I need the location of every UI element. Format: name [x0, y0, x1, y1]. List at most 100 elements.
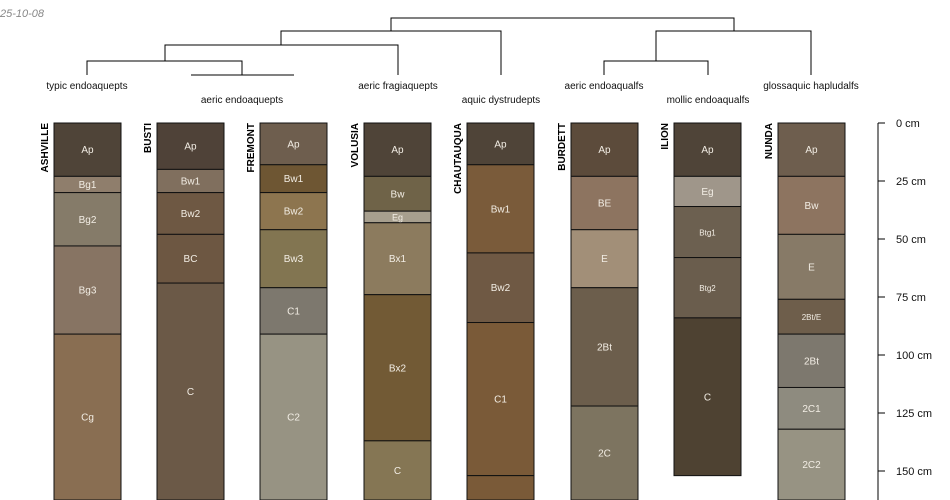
- soil-profile: Ap Bw E 2Bt/E 2Bt 2C1 2C2 NUNDA: [764, 122, 846, 500]
- horizon-block: [363, 222, 432, 296]
- horizon-label: Ap: [598, 145, 611, 156]
- horizon-block: [466, 122, 535, 166]
- horizon-label: Eg: [701, 187, 713, 198]
- horizon-label: 2C1: [802, 404, 821, 415]
- horizon-block: [673, 317, 742, 477]
- horizon-block: [570, 287, 639, 407]
- soil-profiles: Ap Bg1 Bg2 Bg3 Cg ASHVILLE Ap Bw1 Bw2 BC C BUSTI Ap B…: [40, 122, 846, 500]
- horizon: C: [363, 440, 432, 500]
- horizon-block: [570, 122, 639, 177]
- horizon: 2Bt: [777, 333, 846, 388]
- taxon-label: aquic dystrudepts: [462, 95, 540, 106]
- horizon-label: Bg1: [79, 180, 97, 191]
- horizon: Ap: [673, 122, 742, 177]
- horizon-label: Bw: [391, 189, 406, 200]
- axis-tick-label: 150 cm: [896, 466, 932, 478]
- horizon: C1: [259, 287, 328, 335]
- horizon-block: [570, 229, 639, 289]
- horizon: Bw1: [259, 164, 328, 194]
- horizon-label: Ap: [287, 139, 300, 150]
- depth-axis: 0 cm 25 cm 50 cm 75 cm 100 cm 125 cm 150 cm: [877, 118, 932, 500]
- horizon-label: 2Bt: [597, 342, 612, 353]
- horizon-label: Bw1: [491, 204, 511, 215]
- taxa-labels: typic endoaquepts aeric endoaquepts aeric …: [46, 81, 858, 106]
- soil-profile: Ap Bw Eg Bx1 Bx2 C VOLUSIA: [350, 122, 432, 500]
- horizon-block: [570, 175, 639, 231]
- taxon-label: aeric fragiaquepts: [358, 81, 438, 92]
- horizon-block: [259, 164, 328, 194]
- soil-profile: Ap Bw1 Bw2 C1 CHAUTAUQUA: [453, 122, 535, 500]
- horizon: Ap: [156, 122, 225, 170]
- horizon-block: [259, 333, 328, 500]
- dendrogram-aqualfs: [603, 60, 709, 75]
- horizon-block: [466, 322, 535, 477]
- horizon-label: Btg1: [699, 229, 716, 238]
- horizon-label: Ap: [391, 145, 404, 156]
- dendrogram-left-clade: [280, 30, 502, 75]
- horizon-block: [777, 333, 846, 388]
- axis-tick-label: 75 cm: [896, 292, 926, 304]
- horizon-label: C: [704, 392, 711, 403]
- horizon: Bg2: [53, 192, 122, 247]
- horizon-block: [156, 122, 225, 170]
- horizon: BE: [570, 175, 639, 231]
- horizon: Bw: [777, 175, 846, 235]
- horizon-label: Bw2: [491, 283, 511, 294]
- horizon-label: Bx2: [389, 363, 407, 374]
- horizon-label: Bw3: [284, 254, 304, 265]
- soil-profile: Ap Bw1 Bw2 BC C BUSTI: [143, 122, 225, 500]
- horizon-label: Bw2: [181, 209, 201, 220]
- horizon-block: [259, 287, 328, 335]
- horizon-label: C1: [287, 306, 300, 317]
- horizon-label: Bg2: [79, 215, 97, 226]
- dendrogram-right-clade: [655, 30, 812, 75]
- horizon-label: Bw: [805, 201, 820, 212]
- horizon-label: Bw1: [181, 177, 201, 188]
- horizon: 2Bt: [570, 287, 639, 407]
- taxon-label: aeric endoaqualfs: [565, 81, 644, 92]
- horizon-block: [259, 192, 328, 231]
- horizon-label: C: [187, 387, 194, 398]
- horizon-label: Btg2: [699, 284, 716, 293]
- taxon-label: mollic endoaqualfs: [667, 95, 750, 106]
- horizon-block: [156, 233, 225, 284]
- horizon-label: E: [808, 262, 815, 273]
- date-label: 25-10-08: [0, 8, 45, 20]
- horizon: Ap: [53, 122, 122, 177]
- horizon-block: [466, 252, 535, 324]
- horizon-label: 2Bt: [804, 356, 819, 367]
- horizon: Bx1: [363, 222, 432, 296]
- dendrogram-aquepts: [86, 60, 243, 75]
- horizon: 2C2: [777, 428, 846, 500]
- horizon-block: [777, 122, 846, 177]
- profile-name: FREMONT: [246, 123, 257, 172]
- horizon-block: [777, 386, 846, 430]
- dendrogram-left-subclade: [164, 44, 399, 75]
- axis-tick-label: 0 cm: [896, 118, 920, 130]
- horizon: Ap: [363, 122, 432, 177]
- horizon-label: Ap: [184, 142, 197, 153]
- horizon-label: 2C2: [802, 460, 821, 471]
- profile-name: ASHVILLE: [40, 123, 51, 173]
- soil-profile: Ap Bw1 Bw2 Bw3 C1 C2 FREMONT: [246, 122, 328, 500]
- horizon-label: BE: [598, 199, 612, 210]
- profile-name: CHAUTAUQUA: [453, 123, 464, 194]
- horizon: [466, 475, 535, 500]
- horizon-label: Ap: [805, 145, 818, 156]
- horizon: Eg: [673, 175, 742, 208]
- horizon-block: [673, 122, 742, 177]
- taxon-label: aeric endoaquepts: [201, 95, 283, 106]
- taxon-label: glossaquic hapludalfs: [763, 81, 859, 92]
- horizon-block: [363, 122, 432, 177]
- horizon: Bg1: [53, 175, 122, 194]
- axis-tick-label: 125 cm: [896, 408, 932, 420]
- horizon: Ap: [777, 122, 846, 177]
- horizon: C: [673, 317, 742, 477]
- horizon: Bw1: [466, 164, 535, 254]
- axis-tick-label: 25 cm: [896, 176, 926, 188]
- horizon: Ap: [259, 122, 328, 166]
- horizon-block: [53, 192, 122, 247]
- horizon-label: BC: [184, 254, 198, 265]
- horizon: 2Bt/E: [777, 298, 846, 335]
- horizon: Ap: [466, 122, 535, 166]
